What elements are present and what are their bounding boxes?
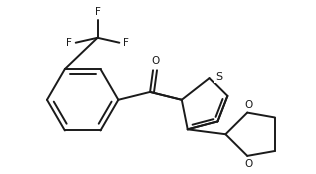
Text: O: O: [244, 100, 252, 110]
Text: F: F: [66, 38, 72, 48]
Text: S: S: [215, 72, 222, 82]
Text: O: O: [244, 159, 252, 169]
Text: F: F: [123, 38, 129, 48]
Text: O: O: [151, 56, 159, 66]
Text: F: F: [94, 7, 100, 17]
